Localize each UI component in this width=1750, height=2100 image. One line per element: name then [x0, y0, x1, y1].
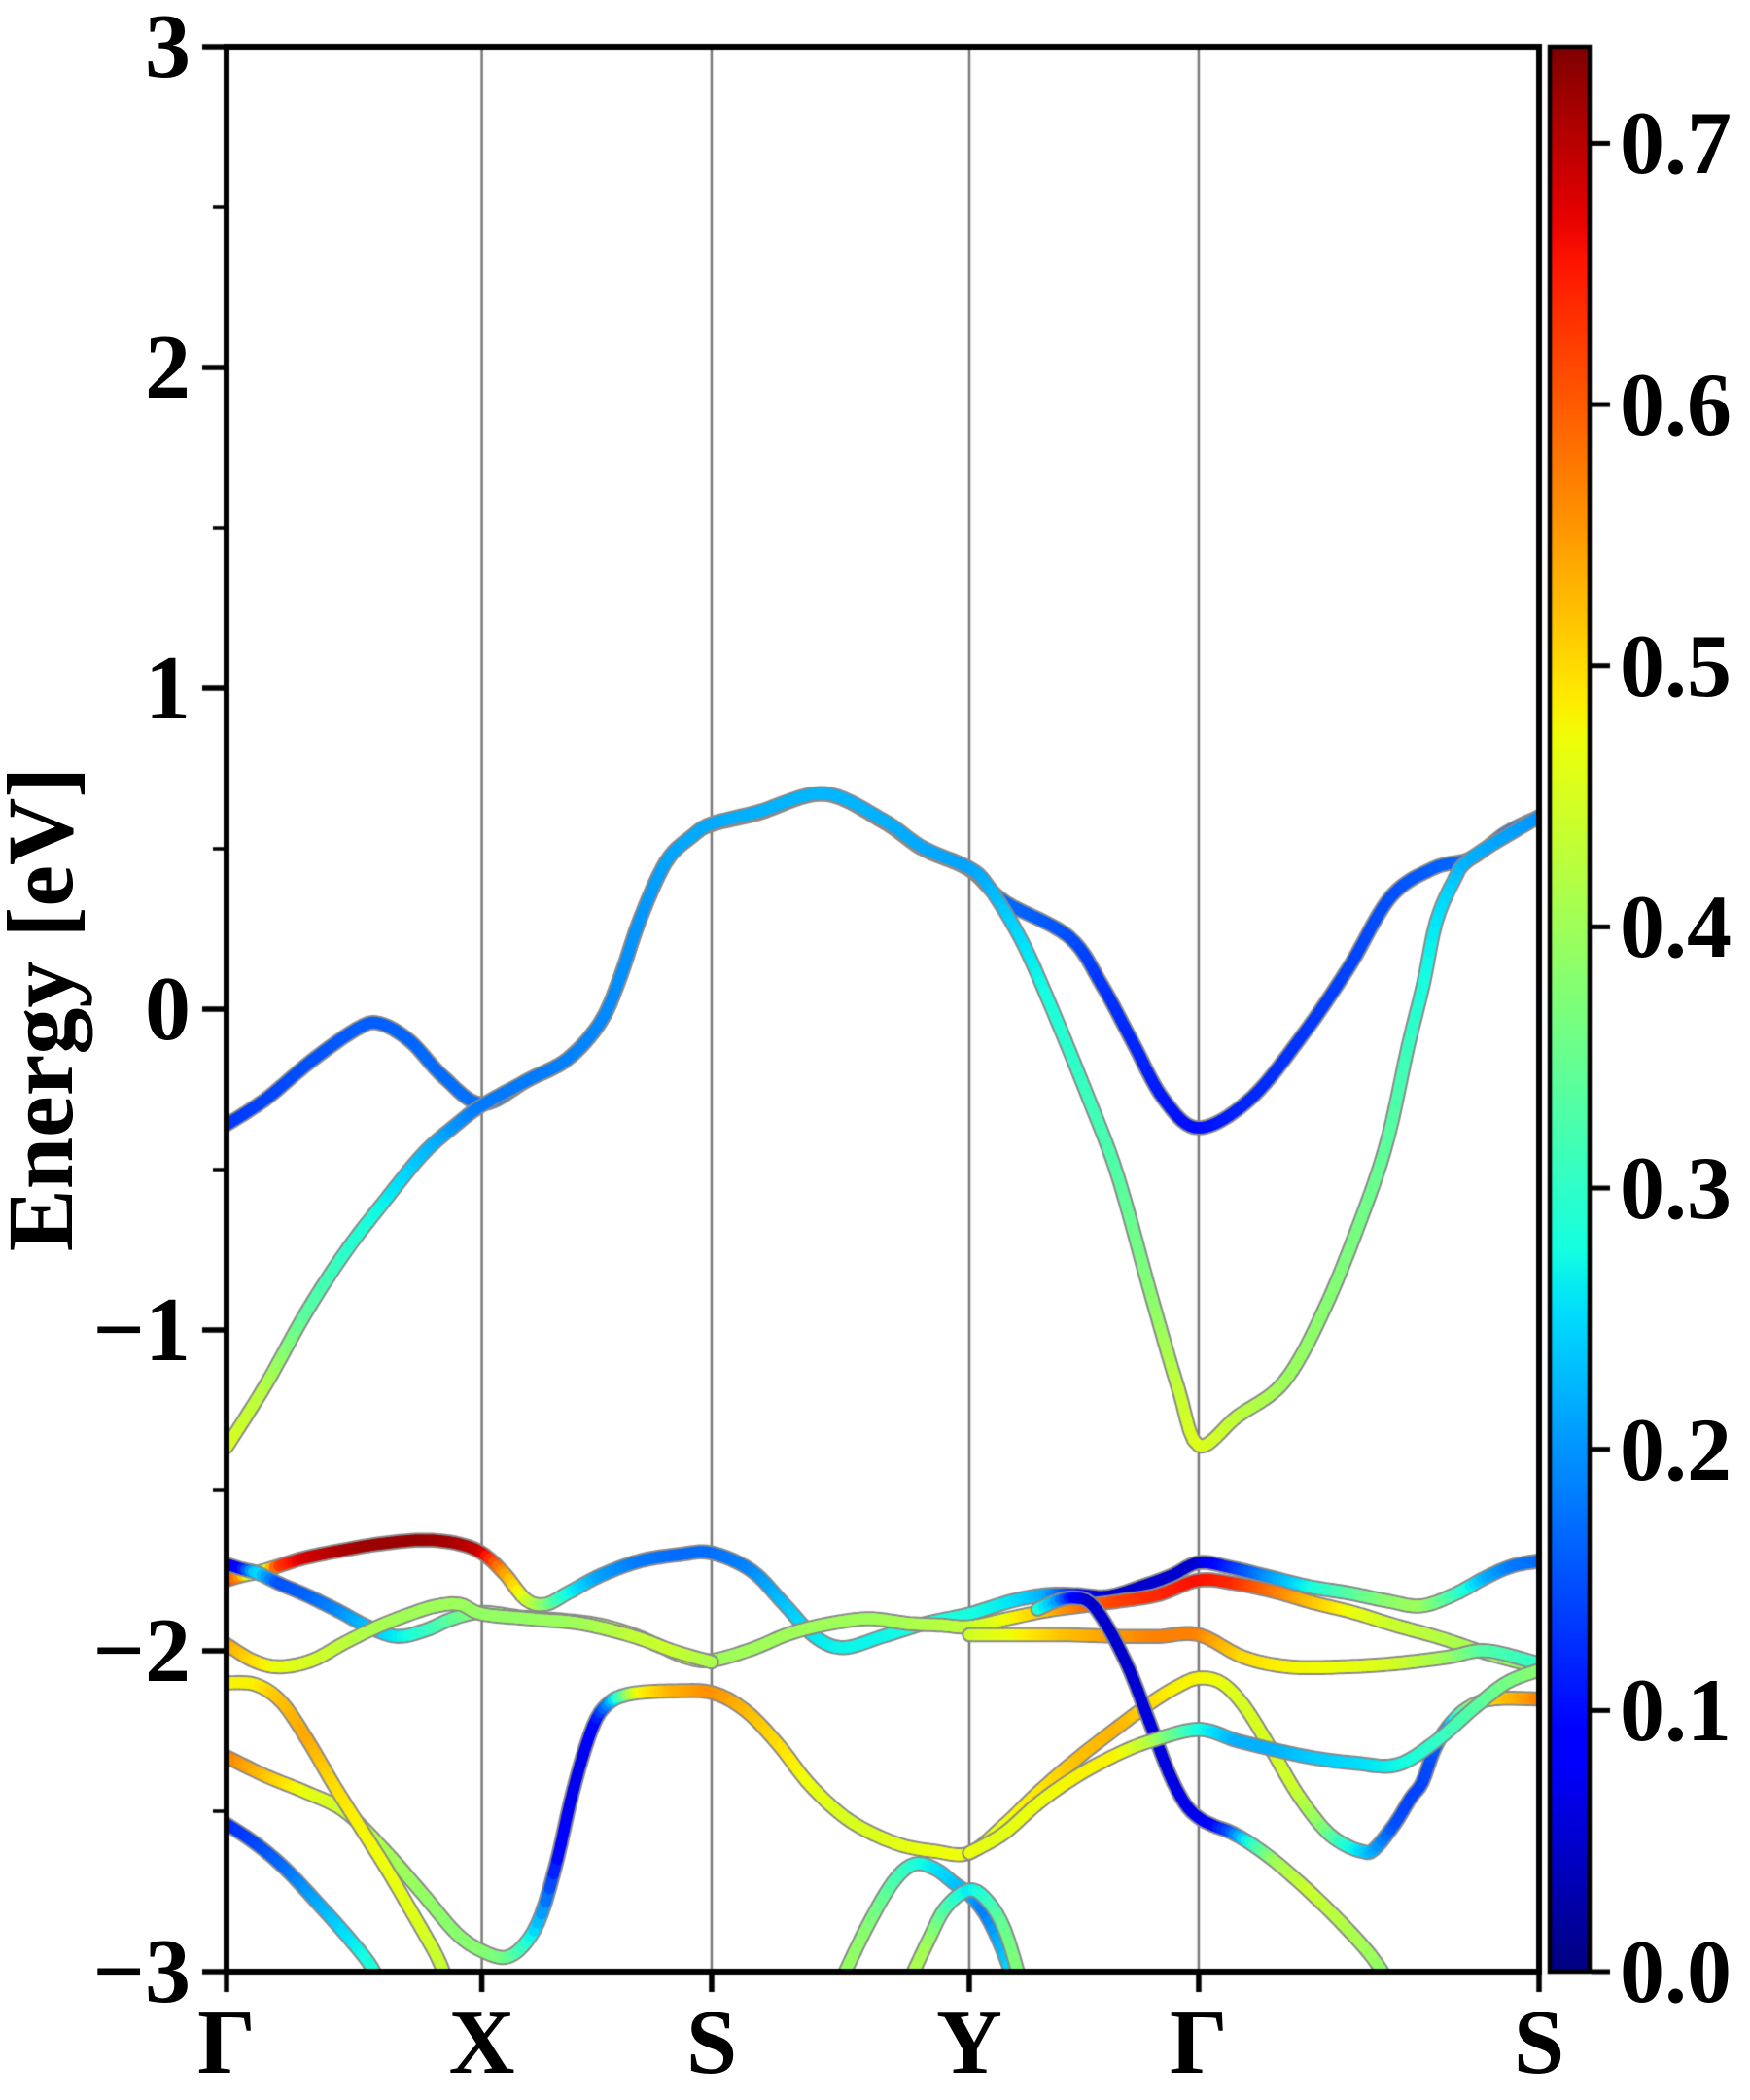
y-axis-title: Energy [eV] [0, 766, 92, 1252]
